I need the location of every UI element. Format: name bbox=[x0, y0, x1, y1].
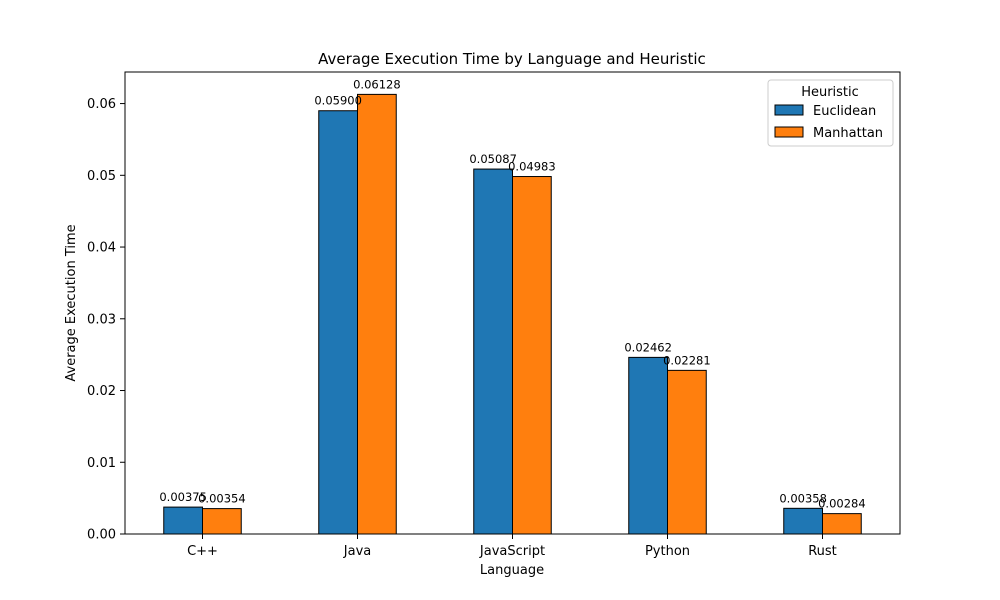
y-tick-label-0: 0.00 bbox=[87, 528, 116, 543]
data-label-euclidean-3: 0.02462 bbox=[624, 340, 672, 354]
data-label-manhattan-1: 0.06128 bbox=[353, 77, 401, 91]
axes-layer: 0.00 0.01 0.02 0.03 0.04 0.05 0.06 C++ Java JavaS… bbox=[87, 71, 901, 559]
bars-layer bbox=[163, 93, 862, 535]
bar-manhattan-2 bbox=[512, 176, 552, 535]
y-tick-label-4: 0.04 bbox=[87, 241, 116, 256]
bar-euclidean-1 bbox=[318, 110, 358, 535]
y-tick-label-6: 0.06 bbox=[87, 97, 116, 112]
x-tick-label-1: Java bbox=[343, 544, 371, 559]
bar-manhattan-3 bbox=[667, 369, 707, 535]
legend-swatch-euclidean bbox=[774, 104, 804, 116]
data-label-euclidean-2: 0.05087 bbox=[469, 152, 517, 166]
legend: Heuristic Euclidean Manhattan bbox=[767, 79, 894, 147]
data-label-euclidean-1: 0.05900 bbox=[314, 94, 362, 108]
legend-label-manhattan: Manhattan bbox=[813, 126, 883, 141]
x-tick-label-4: Rust bbox=[808, 544, 837, 559]
data-labels-layer: 0.00375 0.05900 0.05087 0.02462 0.00358 0.003… bbox=[159, 77, 865, 510]
data-label-manhattan-4: 0.00284 bbox=[818, 497, 866, 511]
bar-euclidean-4 bbox=[783, 507, 823, 535]
y-tick-label-3: 0.03 bbox=[87, 312, 116, 327]
bar-manhattan-0 bbox=[202, 508, 242, 535]
bar-manhattan-4 bbox=[822, 513, 862, 535]
data-label-euclidean-0: 0.00375 bbox=[159, 490, 207, 504]
y-axis-title: Average Execution Time bbox=[64, 224, 79, 381]
y-tick-label-1: 0.01 bbox=[87, 456, 116, 471]
bar-euclidean-0 bbox=[163, 506, 203, 535]
bar-manhattan-1 bbox=[357, 93, 397, 535]
x-axis-title: Language bbox=[480, 563, 544, 578]
data-label-manhattan-3: 0.02281 bbox=[663, 353, 711, 367]
data-label-manhattan-0: 0.00354 bbox=[198, 492, 246, 506]
legend-title: Heuristic bbox=[801, 85, 859, 100]
x-tick-label-2: JavaScript bbox=[479, 544, 545, 559]
y-tick-label-5: 0.05 bbox=[87, 169, 116, 184]
x-tick-label-3: Python bbox=[645, 544, 690, 559]
chart-title: Average Execution Time by Language and H… bbox=[318, 50, 706, 68]
data-label-euclidean-4: 0.00358 bbox=[779, 491, 827, 505]
legend-swatch-manhattan bbox=[774, 126, 804, 138]
bar-euclidean-3 bbox=[628, 356, 668, 535]
y-tick-label-2: 0.02 bbox=[87, 384, 116, 399]
data-label-manhattan-2: 0.04983 bbox=[508, 160, 556, 174]
legend-label-euclidean: Euclidean bbox=[813, 104, 876, 119]
bar-euclidean-2 bbox=[473, 168, 513, 535]
x-tick-label-0: C++ bbox=[187, 544, 218, 559]
